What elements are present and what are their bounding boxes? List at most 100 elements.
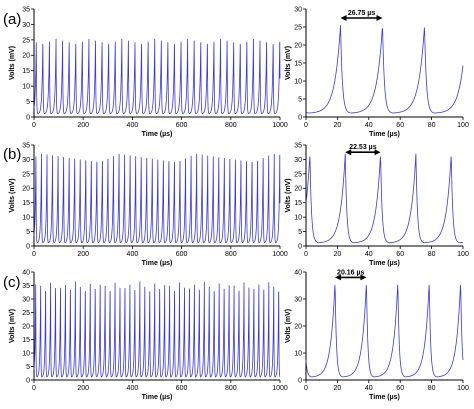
panel-label: (a) [3,11,21,28]
y-tick-label: 30 [294,296,302,303]
arrow-head-right [374,149,381,156]
y-tick-label: 10 [294,215,302,222]
x-tick-label: 60 [396,251,404,258]
x-tick-label: 100 [457,385,469,392]
x-tick-label: 80 [428,385,436,392]
x-tick-label: 0 [304,122,308,129]
y-tick-label: 35 [22,142,30,149]
arrow-head-right [360,274,367,281]
x-tick-label: 1000 [272,385,288,392]
arrow-head-left [345,149,352,156]
y-tick-label: 30 [294,157,302,164]
y-tick-label: 5 [298,229,302,236]
y-tick-label: 15 [22,68,30,75]
chart-panel-4: 0 5 10 15 20 25 30 35 0 20 40 60 80 100 Time (µs) Volts… [285,142,469,267]
x-tick-label: 400 [127,122,139,129]
y-tick-label: 40 [294,269,302,276]
y-tick-label: 5 [26,99,30,106]
x-tick-label: 60 [396,385,404,392]
y-tick-label: 25 [294,24,302,31]
y-tick-label: 35 [22,6,30,13]
y-tick-label: 20 [22,53,30,60]
y-tick-label: 20 [22,323,30,330]
x-axis-label: Time (µs) [369,131,400,138]
x-axis-label: Time (µs) [369,394,400,401]
voltage-trace [33,281,281,378]
y-tick-label: 30 [22,296,30,303]
y-tick-label: 10 [22,215,30,222]
x-axis-label: Time (µs) [142,394,173,401]
arrow-head-left [340,15,347,21]
y-tick-label: 0 [298,114,302,121]
y-tick-label: 20 [294,323,302,330]
chart-panel-2: 0 5 10 15 20 25 30 0 20 40 60 80 100 Time (µs) Volts (… [285,6,469,138]
y-tick-label: 10 [22,84,30,91]
y-tick-label: 20 [294,186,302,193]
chart-panel-3: (b) 0 5 10 15 20 25 30 35 0 200 400 600 800 1000 Time (… [3,142,288,267]
voltage-trace [305,153,464,244]
x-tick-label: 800 [225,251,237,258]
x-tick-label: 80 [428,251,436,258]
x-tick-label: 0 [32,251,36,258]
arrow-head-left [335,274,342,281]
y-tick-label: 15 [294,200,302,207]
x-tick-label: 600 [176,251,188,258]
y-tick-label: 10 [22,350,30,357]
y-tick-label: 30 [22,157,30,164]
chart-panel-1: (a) 0 5 10 15 20 25 30 35 0 200 400 600 800 1000 Time (… [3,6,288,138]
x-tick-label: 400 [127,385,139,392]
y-tick-label: 5 [298,96,302,103]
y-tick-label: 25 [22,310,30,317]
x-tick-label: 100 [457,251,469,258]
x-axis-label: Time (µs) [369,260,400,267]
y-tick-label: 10 [294,78,302,85]
y-tick-label: 40 [22,269,30,276]
y-tick-label: 15 [22,337,30,344]
x-tick-label: 600 [176,385,188,392]
x-axis-label: Time (µs) [142,131,173,138]
x-tick-label: 20 [334,251,342,258]
y-axis-label: Volts (mV) [285,309,292,343]
x-tick-label: 0 [32,122,36,129]
x-tick-label: 40 [365,385,373,392]
y-tick-label: 20 [294,42,302,49]
x-tick-label: 200 [77,385,89,392]
y-tick-label: 5 [26,364,30,371]
x-tick-label: 0 [304,251,308,258]
x-tick-label: 20 [334,385,342,392]
x-tick-label: 1000 [272,251,288,258]
y-tick-label: 35 [294,142,302,149]
panel-label: (b) [3,146,21,163]
x-tick-label: 0 [32,385,36,392]
y-tick-label: 30 [294,6,302,13]
x-tick-label: 60 [396,122,404,129]
y-tick-label: 25 [22,171,30,178]
y-tick-label: 25 [294,171,302,178]
y-tick-label: 0 [298,377,302,384]
voltage-trace [305,284,464,378]
x-tick-label: 0 [304,385,308,392]
x-tick-label: 200 [77,122,89,129]
x-tick-label: 600 [176,122,188,129]
x-tick-label: 1000 [272,122,288,129]
y-tick-label: 0 [298,243,302,250]
x-tick-label: 800 [225,385,237,392]
period-annotation: 26.75 µs [348,10,375,17]
x-axis-label: Time (µs) [142,260,173,267]
y-tick-label: 0 [26,377,30,384]
chart-panel-6: 0 10 20 30 40 0 20 40 60 80 100 Time (µs) Volts (mV)… [285,269,469,401]
x-tick-label: 20 [334,122,342,129]
voltage-trace [33,153,281,244]
y-tick-label: 0 [26,243,30,250]
voltage-trace [305,25,464,114]
period-annotation: 20.16 µs [337,269,364,276]
x-tick-label: 40 [365,122,373,129]
y-tick-label: 20 [22,186,30,193]
x-tick-label: 800 [225,122,237,129]
y-tick-label: 10 [294,350,302,357]
arrow-head-right [376,15,383,21]
panel-label: (c) [3,274,21,291]
x-tick-label: 100 [457,122,469,129]
